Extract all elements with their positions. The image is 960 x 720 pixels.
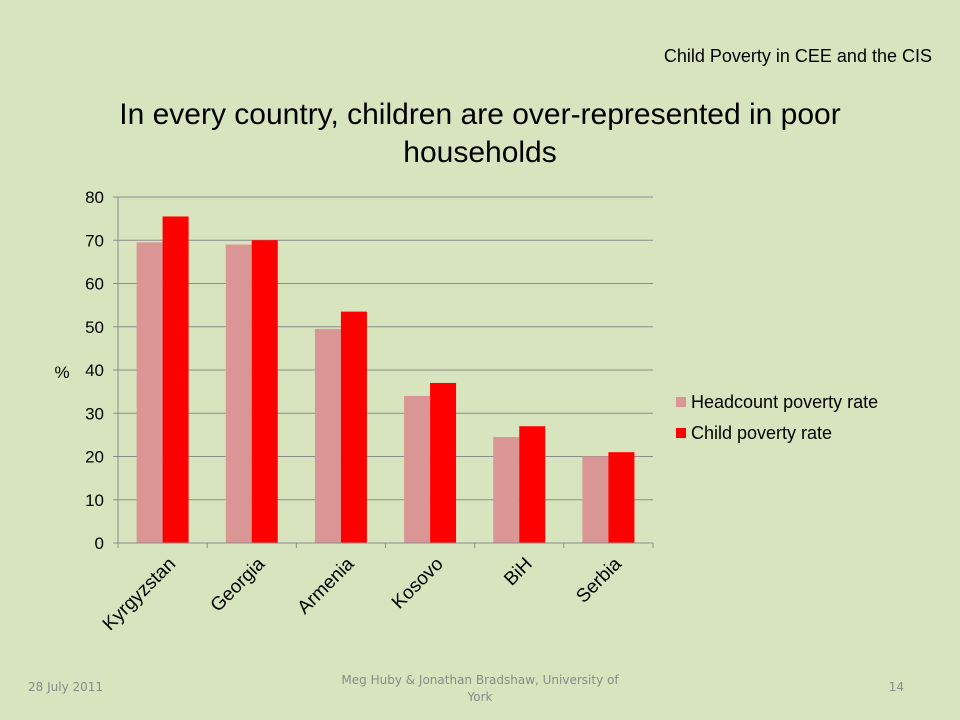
bar-headcount-serbia xyxy=(582,456,609,543)
legend: Headcount poverty rate Child poverty rate xyxy=(676,392,878,443)
footer-date: 28 July 2011 xyxy=(28,680,104,694)
bar-headcount-kyrgyzstan xyxy=(136,242,163,543)
legend-label: Headcount poverty rate xyxy=(691,392,878,412)
bar-child-armenia xyxy=(340,311,367,543)
y-tick-label: 60 xyxy=(85,275,104,294)
bar-child-bih xyxy=(519,426,546,543)
bar-child-kyrgyzstan xyxy=(162,216,189,543)
header-title: Child Poverty in CEE and the CIS xyxy=(663,46,932,66)
y-axis-label: % xyxy=(54,363,69,382)
bars xyxy=(136,216,635,543)
x-tick-label: Kyrgyzstan xyxy=(99,554,180,635)
bar-child-serbia xyxy=(608,452,635,543)
y-tick-label: 20 xyxy=(85,448,104,467)
bar-headcount-armenia xyxy=(314,328,341,543)
x-tick-label: Kosovo xyxy=(388,554,448,614)
footer-author: Meg Huby & Jonathan Bradshaw, University… xyxy=(341,673,619,704)
grid-lines xyxy=(118,196,653,544)
y-tick-label: 30 xyxy=(85,404,104,423)
bar-headcount-bih xyxy=(493,437,520,543)
x-tick-label: Armenia xyxy=(294,553,359,618)
bar-headcount-kosovo xyxy=(404,395,431,543)
x-tick-label: BiH xyxy=(500,554,537,591)
bar-headcount-georgia xyxy=(225,244,252,543)
y-tick-label: 0 xyxy=(95,534,104,553)
footer-page-number: 14 xyxy=(888,680,904,694)
bar-child-georgia xyxy=(251,240,278,543)
y-tick-label: 80 xyxy=(85,188,104,207)
legend-swatch xyxy=(676,428,686,438)
bar-child-kosovo xyxy=(430,382,457,543)
y-tick-label: 50 xyxy=(85,318,104,337)
legend-swatch xyxy=(676,397,686,407)
y-tick-label: 40 xyxy=(85,361,104,380)
slide-title: In every country, children are over-repr… xyxy=(119,98,841,169)
x-tick-label: Serbia xyxy=(572,553,626,607)
legend-label: Child poverty rate xyxy=(691,423,832,443)
x-tick-label: Georgia xyxy=(207,553,270,616)
y-tick-label: 10 xyxy=(85,491,104,510)
y-tick-label: 70 xyxy=(85,231,104,250)
